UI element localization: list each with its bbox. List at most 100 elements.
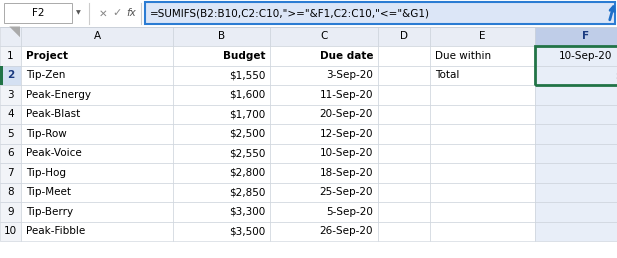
Bar <box>21 27 173 46</box>
Bar <box>378 163 430 182</box>
Bar <box>173 124 270 143</box>
Bar <box>21 222 173 241</box>
Text: 18-Sep-20: 18-Sep-20 <box>320 168 373 178</box>
Text: Budget: Budget <box>223 51 265 61</box>
Text: F: F <box>582 31 590 41</box>
Text: 4: 4 <box>7 109 14 119</box>
Bar <box>270 222 378 241</box>
Bar <box>173 163 270 182</box>
Bar <box>535 104 617 124</box>
Text: C: C <box>320 31 328 41</box>
Bar <box>430 66 535 85</box>
Text: 7: 7 <box>7 168 14 178</box>
Text: E: E <box>479 31 486 41</box>
Bar <box>378 104 430 124</box>
Bar <box>535 124 617 143</box>
Bar <box>378 27 430 46</box>
Bar <box>173 27 270 46</box>
Bar <box>270 202 378 222</box>
Bar <box>270 143 378 163</box>
Bar <box>173 46 270 66</box>
Text: fx: fx <box>126 8 136 18</box>
Bar <box>0 124 21 143</box>
Text: $2,550: $2,550 <box>229 148 265 158</box>
Bar <box>535 46 617 66</box>
Text: Peak-Blast: Peak-Blast <box>26 109 80 119</box>
Bar <box>4 3 72 23</box>
Bar <box>430 182 535 202</box>
Text: Tip-Berry: Tip-Berry <box>26 207 73 217</box>
Bar <box>21 46 173 66</box>
Bar <box>270 66 378 85</box>
Text: 26-Sep-20: 26-Sep-20 <box>320 226 373 236</box>
Text: 8: 8 <box>7 187 14 197</box>
Text: Tip-Row: Tip-Row <box>26 129 67 139</box>
Text: 25-Sep-20: 25-Sep-20 <box>320 187 373 197</box>
Bar <box>173 66 270 85</box>
Bar <box>430 104 535 124</box>
Bar <box>378 124 430 143</box>
Bar <box>21 143 173 163</box>
Text: Due date: Due date <box>320 51 373 61</box>
Bar <box>270 85 378 104</box>
Bar <box>173 143 270 163</box>
Bar <box>21 104 173 124</box>
Bar <box>173 222 270 241</box>
Bar <box>0 182 21 202</box>
Bar <box>0 46 21 66</box>
Bar <box>270 104 378 124</box>
Text: 10-Sep-20: 10-Sep-20 <box>320 148 373 158</box>
Bar <box>0 143 21 163</box>
Text: Peak-Energy: Peak-Energy <box>26 90 91 100</box>
Bar <box>21 124 173 143</box>
Bar <box>173 182 270 202</box>
Text: $1,550: $1,550 <box>229 70 265 80</box>
Bar <box>21 202 173 222</box>
Text: Project: Project <box>26 51 68 61</box>
Text: F2: F2 <box>31 8 44 18</box>
Bar <box>0 202 21 222</box>
Text: Peak-Fibble: Peak-Fibble <box>26 226 85 236</box>
Text: Total: Total <box>435 70 460 80</box>
Bar <box>430 143 535 163</box>
Text: A: A <box>93 31 101 41</box>
Text: 6: 6 <box>7 148 14 158</box>
Text: 12-Sep-20: 12-Sep-20 <box>320 129 373 139</box>
Bar <box>535 222 617 241</box>
Bar <box>270 46 378 66</box>
Bar <box>378 202 430 222</box>
Bar <box>173 202 270 222</box>
Bar <box>270 27 378 46</box>
Text: 11-Sep-20: 11-Sep-20 <box>320 90 373 100</box>
Bar <box>270 124 378 143</box>
Polygon shape <box>9 27 20 37</box>
Bar <box>378 66 430 85</box>
Bar <box>0 222 21 241</box>
Text: =SUMIFS(B2:B10,C2:C10,">="&F1,C2:C10,"<="&G1): =SUMIFS(B2:B10,C2:C10,">="&F1,C2:C10,"<=… <box>150 8 430 18</box>
Bar <box>378 46 430 66</box>
Bar <box>378 143 430 163</box>
Bar <box>378 222 430 241</box>
Bar <box>0 0 617 27</box>
Bar <box>535 202 617 222</box>
Bar <box>0 85 21 104</box>
Bar <box>535 85 617 104</box>
Bar <box>430 222 535 241</box>
Text: 5: 5 <box>7 129 14 139</box>
Bar <box>378 182 430 202</box>
Bar <box>21 182 173 202</box>
Bar <box>173 85 270 104</box>
Text: 2: 2 <box>7 70 14 80</box>
Bar <box>145 2 615 24</box>
Bar <box>378 85 430 104</box>
Bar <box>0 104 21 124</box>
Text: ▼: ▼ <box>76 11 81 16</box>
Text: 3-Sep-20: 3-Sep-20 <box>326 70 373 80</box>
Text: $2,850: $2,850 <box>229 187 265 197</box>
Text: 20-Sep-20: 20-Sep-20 <box>320 109 373 119</box>
Bar <box>0 66 2 85</box>
Text: 9: 9 <box>7 207 14 217</box>
Text: ✓: ✓ <box>112 8 122 18</box>
Bar <box>430 46 535 66</box>
Text: Tip-Zen: Tip-Zen <box>26 70 65 80</box>
